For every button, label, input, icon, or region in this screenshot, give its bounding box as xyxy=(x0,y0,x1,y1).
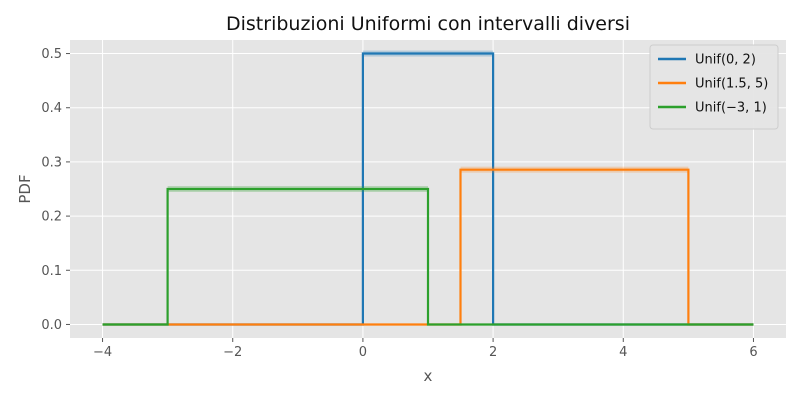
x-tick-label: −4 xyxy=(93,345,112,360)
legend: Unif(0, 2) Unif(1.5, 5) Unif(−3, 1) xyxy=(649,44,779,130)
legend-label-0: Unif(0, 2) xyxy=(695,53,756,68)
y-tick-label: 0.4 xyxy=(41,101,62,116)
x-tick-label: 2 xyxy=(489,345,497,360)
legend-label-2: Unif(−3, 1) xyxy=(695,101,767,116)
y-tick-label: 0.1 xyxy=(41,264,62,279)
legend-label-1: Unif(1.5, 5) xyxy=(695,77,768,92)
ticks: −4 −2 0 2 4 6 0.0 0.1 0.2 0.3 0.4 0.5 xyxy=(41,47,757,360)
x-tick-label: 4 xyxy=(619,345,627,360)
x-tick-label: 6 xyxy=(749,345,757,360)
y-tick-label: 0.5 xyxy=(41,47,62,62)
x-tick-label: 0 xyxy=(359,345,367,360)
series-2-line xyxy=(102,187,754,326)
y-axis-label: PDF xyxy=(16,174,34,203)
x-axis-label: x xyxy=(424,367,433,385)
y-tick-label: 0.3 xyxy=(41,155,62,170)
series-layer xyxy=(102,50,754,326)
chart-title: Distribuzioni Uniformi con intervalli di… xyxy=(226,13,630,35)
x-tick-label: −2 xyxy=(223,345,242,360)
y-tick-label: 0.0 xyxy=(41,318,62,333)
series-2 xyxy=(102,186,754,326)
y-tick-label: 0.2 xyxy=(41,210,62,225)
